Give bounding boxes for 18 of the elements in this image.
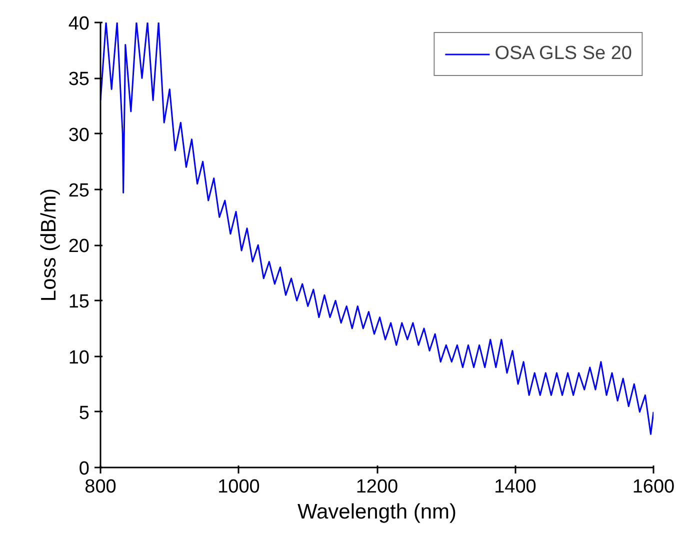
x-tick-label: 1400 <box>494 476 536 498</box>
y-tick-label: 10 <box>68 347 90 368</box>
x-tick-label: 1000 <box>218 476 260 498</box>
x-tick-label: 1200 <box>356 476 398 498</box>
y-tick-label: 0 <box>78 458 90 480</box>
x-axis-title: Wavelength (nm) <box>297 500 457 524</box>
y-tick-label: 15 <box>68 292 90 313</box>
y-tick-label: 5 <box>78 402 90 424</box>
y-tick-label: 25 <box>68 180 90 202</box>
y-axis-title: Loss (dB/m) <box>37 188 60 302</box>
line-series <box>100 22 654 435</box>
legend-label: OSA GLS Se 20 <box>494 43 632 65</box>
y-tick-label: 35 <box>68 69 90 90</box>
x-tick-label: 800 <box>84 476 116 498</box>
y-tick-label: 40 <box>68 14 90 34</box>
y-tick-label: 20 <box>68 236 90 257</box>
x-tick-label: 1600 <box>632 476 675 498</box>
y-tick-label: 30 <box>68 124 90 146</box>
